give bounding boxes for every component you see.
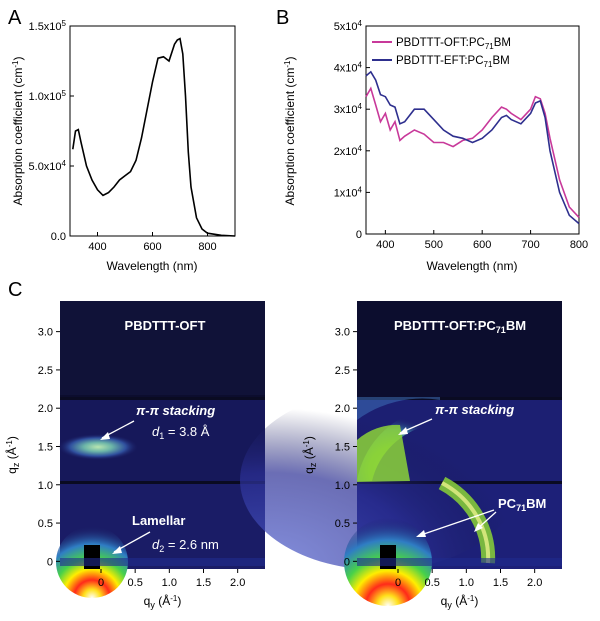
chart-a-series-line-1: [72, 37, 236, 237]
chart-a-xlabel: Wavelength (nm): [107, 259, 198, 273]
gixd-right-pcbm-ring-core: [441, 481, 491, 564]
chart-b-ytick-label: 0: [356, 229, 362, 241]
chart-a-xtick-label: 400: [88, 241, 106, 253]
chart-b-xtick-label: 500: [425, 239, 443, 251]
gixd-right-pi-arrowhead: [398, 427, 408, 435]
gixd-right-xtick-label: 0.5: [425, 577, 440, 589]
gixd-right: PBDTTT-OFT:PC71BM π-π stacking PC71BM: [240, 301, 562, 606]
chart-a-ytick-label: 1.5x105: [29, 19, 67, 33]
gixd-right-pi-tail: [357, 397, 440, 420]
gixd-right-xlabel: qy (Å-1): [441, 593, 479, 610]
legend-label-2: PBDTTT-EFT:PC71BM: [396, 55, 510, 69]
chart-b-ylabel: Absorption coefficient (cm-1): [283, 57, 297, 206]
gixd-right-ytick-label: 1.0: [335, 480, 350, 492]
chart-a-xtick-label: 800: [198, 241, 216, 253]
gixd-right-ytick-label: 1.5: [335, 441, 350, 453]
chart-b-series-line-1: [365, 86, 580, 218]
gixd-left-ytick-label: 1.5: [38, 441, 53, 453]
chart-b-ytick-label: 3x104: [334, 102, 363, 116]
panel-label-a: A: [8, 7, 22, 29]
gixd-left: PBDTTT-OFT π-π stacking d1 = 3.8 Å Lamel…: [56, 301, 265, 598]
chart-b-xtick-label: 400: [376, 239, 394, 251]
chart-b-xtick-label: 800: [570, 239, 588, 251]
chart-b-ytick-label: 1x104: [334, 185, 363, 199]
chart-b-ytick-label: 5x104: [334, 19, 363, 33]
gixd-right-pi-label: π-π stacking: [435, 402, 514, 417]
chart-b-xtick-label: 700: [521, 239, 539, 251]
legend-label-1: PBDTTT-OFT:PC71BM: [396, 37, 511, 51]
gixd-right-axes: 0 0.5 1.0 1.5 2.0 0 0.5 1.0 1.5 2.0 2.5 3.0 qy (Å-1)…: [301, 327, 542, 610]
gixd-left-ytick-label: 3.0: [38, 327, 53, 339]
gixd-left-xtick-label: 0: [98, 577, 104, 589]
gixd-left-gap-1: [60, 397, 265, 400]
chart-a-xtick-label: 600: [143, 241, 161, 253]
gixd-left-xtick-label: 0.5: [128, 577, 143, 589]
gixd-left-ytick-label: 2.5: [38, 365, 53, 377]
gixd-right-xtick-label: 1.0: [459, 577, 474, 589]
chart-a-ytick-label: 5.0x104: [29, 159, 67, 173]
gixd-right-pcbm-label: PC71BM: [498, 496, 546, 513]
gixd-right-pcbm-arrow-1: [417, 509, 495, 537]
chart-b-frame: [365, 25, 580, 235]
gixd-right-ytick-label: 2.5: [335, 365, 350, 377]
gixd-left-ylabel: qz (Å-1): [4, 436, 21, 474]
gixd-left-gap-2: [60, 481, 265, 484]
gixd-left-xtick-label: 1.0: [162, 577, 177, 589]
chart-b-ytick-label: 2x104: [334, 144, 363, 158]
chart-b-xlabel: Wavelength (nm): [427, 259, 518, 273]
chart-b-legend: PBDTTT-OFT:PC71BM PBDTTT-EFT:PC71BM: [372, 37, 511, 69]
chart-b: 400 500 600 700 800 0 1x104 2x104 3x104 4x104 5x1…: [283, 19, 588, 273]
gixd-left-ytick-label: 2.0: [38, 403, 53, 415]
gixd-left-title: PBDTTT-OFT: [125, 318, 206, 333]
gixd-right-ylabel: qz (Å-1): [301, 436, 318, 474]
gixd-left-xtick-label: 2.0: [230, 577, 245, 589]
gixd-right-xtick-label: 2.0: [527, 577, 542, 589]
gixd-right-ytick-label: 0: [344, 556, 350, 568]
gixd-left-lamellar-label: Lamellar: [132, 513, 185, 528]
panel-label-b: B: [276, 7, 289, 29]
gixd-left-ytick-label: 0.5: [38, 518, 53, 530]
chart-a-ylabel: Absorption coefficient (cm-1): [11, 57, 25, 206]
gixd-right-pcbm-arrowhead-2: [474, 523, 483, 532]
gixd-left-xlabel: qy (Å-1): [144, 593, 182, 610]
chart-b-ytick-label: 4x104: [334, 61, 363, 75]
gixd-right-horizon: [357, 558, 562, 566]
gixd-right-xtick-label: 1.5: [493, 577, 508, 589]
gixd-left-horizon: [60, 558, 265, 566]
gixd-right-title: PBDTTT-OFT:PC71BM: [394, 318, 526, 335]
gixd-left-ytick-label: 0: [47, 556, 53, 568]
gixd-left-pi-label: π-π stacking: [136, 403, 215, 418]
panel-label-c: C: [8, 279, 22, 301]
gixd-left-ytick-label: 1.0: [38, 480, 53, 492]
chart-a: 400 600 800 0.0 5.0x104 1.0x105 1.5x105 Wavel…: [11, 19, 236, 273]
gixd-left-pi-peak: [58, 434, 138, 460]
chart-b-xtick-label: 600: [473, 239, 491, 251]
gixd-right-pcbm-arrowhead-1: [416, 530, 426, 537]
chart-a-ytick-label: 1.0x105: [29, 89, 67, 103]
gixd-right-gap-1: [357, 397, 562, 400]
gixd-right-ytick-label: 0.5: [335, 518, 350, 530]
gixd-left-d2-label: d2 = 2.6 nm: [152, 537, 219, 554]
gixd-right-ytick-label: 2.0: [335, 403, 350, 415]
chart-a-frame: [69, 25, 236, 237]
gixd-left-pi-arrowhead: [100, 432, 110, 440]
chart-b-series-line-2: [365, 70, 580, 225]
gixd-left-axes: 0 0.5 1.0 1.5 2.0 0 0.5 1.0 1.5 2.0 2.5 3.0 qy (Å-1)…: [4, 327, 245, 610]
gixd-right-pi-core: [357, 424, 410, 482]
gixd-right-ytick-label: 3.0: [335, 327, 350, 339]
gixd-left-lamellar-arrowhead: [112, 546, 122, 554]
gixd-left-top-detector: [60, 301, 265, 395]
gixd-right-xtick-label: 0: [395, 577, 401, 589]
chart-a-ytick-label: 0.0: [51, 231, 66, 243]
gixd-left-d1-label: d1 = 3.8 Å: [152, 424, 210, 441]
gixd-left-xtick-label: 1.5: [196, 577, 211, 589]
